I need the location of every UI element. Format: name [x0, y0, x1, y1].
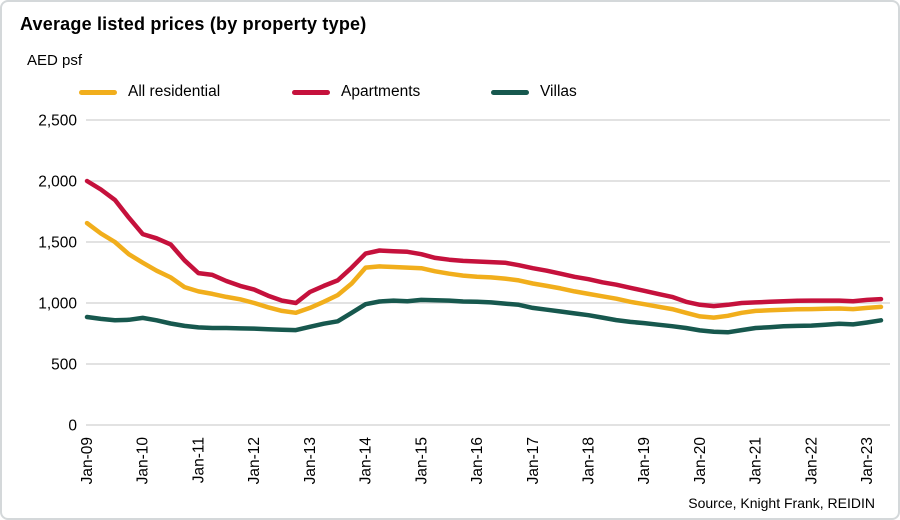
- x-tick-label: Jan-23: [859, 437, 876, 484]
- x-tick-label: Jan-16: [469, 437, 486, 484]
- page-title: Average listed prices (by property type): [20, 14, 367, 34]
- apartments-line-swatch-icon: [292, 89, 330, 95]
- y-tick-label: 2,500: [38, 113, 77, 130]
- x-tick-label: Jan-14: [358, 437, 375, 485]
- x-tick-label: Jan-19: [636, 437, 653, 484]
- legend-label: Villas: [540, 83, 577, 100]
- series-line-apartments: [84, 178, 884, 309]
- x-tick-label: Jan-10: [135, 437, 152, 485]
- legend-label: All residential: [128, 83, 221, 100]
- all-residential-line-swatch-icon: [79, 89, 117, 95]
- legend-item-all-residential: All residential: [79, 83, 220, 101]
- x-tick-label: Jan-11: [190, 437, 207, 483]
- y-tick-label: 1,000: [38, 296, 77, 313]
- x-tick-label: Jan-18: [580, 437, 597, 484]
- x-tick-label: Jan-15: [413, 437, 430, 484]
- x-tick-label: Jan-22: [803, 437, 820, 484]
- x-tick-label: Jan-17: [525, 437, 542, 484]
- x-tick-label: Jan-13: [302, 437, 319, 484]
- series-line-all-residential: [84, 220, 884, 320]
- legend-label: Apartments: [341, 83, 421, 100]
- legend-item-apartments: Apartments: [292, 83, 420, 101]
- series-line-villas: [84, 297, 884, 335]
- y-tick-label: 2,000: [38, 174, 77, 191]
- legend-item-villas: Villas: [491, 83, 577, 101]
- y-axis-unit-label: AED psf: [27, 52, 83, 69]
- x-tick-label: Jan-20: [692, 437, 709, 485]
- source-note: Source, Knight Frank, REIDIN: [688, 495, 875, 511]
- x-tick-label: Jan-09: [79, 437, 96, 484]
- y-tick-label: 1,500: [38, 235, 77, 252]
- x-tick-label: Jan-12: [246, 437, 263, 484]
- x-tick-label: Jan-21: [748, 437, 765, 484]
- villas-line-swatch-icon: [491, 89, 529, 95]
- y-tick-label: 500: [51, 357, 77, 374]
- y-tick-label: 0: [68, 418, 77, 435]
